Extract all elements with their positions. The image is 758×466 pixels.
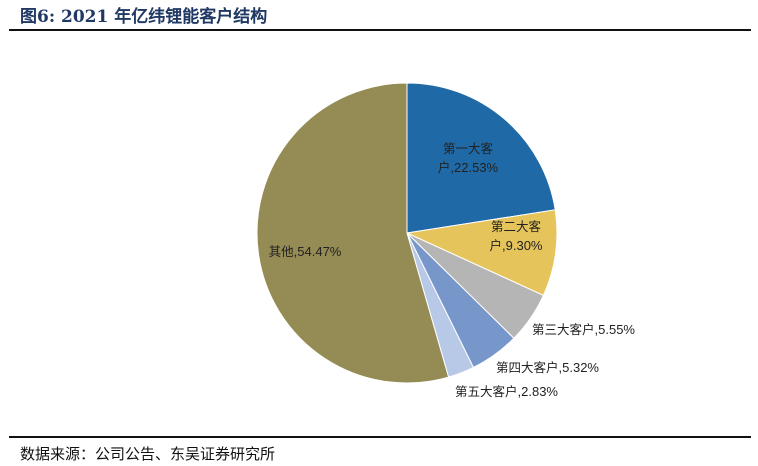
slice-label-1: 第一大客户,22.53%: [438, 141, 499, 175]
slice-label-3: 第三大客户,5.55%: [532, 322, 635, 337]
bottom-rule: [9, 436, 751, 438]
slice-label-2: 第二大客户,9.30%: [490, 219, 543, 253]
slice-label-6: 其他,54.47%: [269, 244, 342, 259]
slice-label-5: 第五大客户,2.83%: [455, 384, 558, 399]
figure-title: 图6: 2021 年亿纬锂能客户结构: [20, 7, 268, 27]
source-note: 数据来源：公司公告、东吴证券研究所: [20, 445, 276, 463]
pie-slice-2: [405, 209, 558, 297]
slice-label-4: 第四大客户,5.32%: [496, 360, 599, 375]
pie-slice-6: [256, 82, 450, 384]
top-rule: [9, 29, 751, 31]
pie-slice-1: [406, 82, 556, 234]
